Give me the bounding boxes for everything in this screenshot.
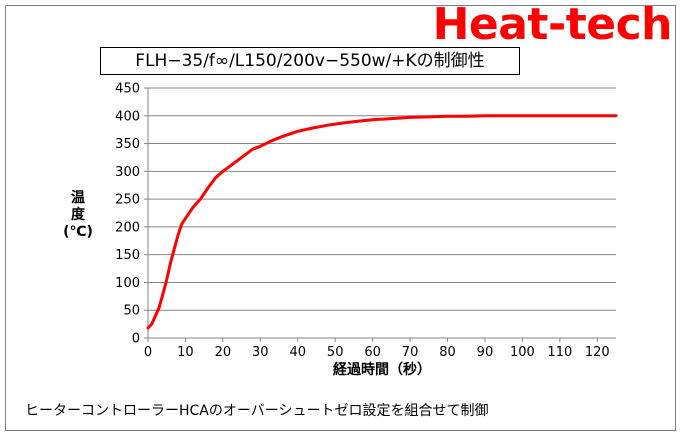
y-tick-label: 100	[115, 276, 140, 291]
x-tick-label: 90	[477, 345, 494, 360]
series-line	[146, 114, 618, 330]
x-tick-label: 120	[585, 345, 610, 360]
x-tick-label: 20	[215, 345, 232, 360]
y-tick-label: 200	[115, 220, 140, 235]
chart-frame	[5, 5, 676, 431]
x-tick-label: 80	[439, 345, 456, 360]
y-tick-label: 150	[115, 248, 140, 263]
x-tick-label: 40	[289, 345, 306, 360]
y-tick-label: 0	[132, 332, 140, 347]
axes	[147, 88, 616, 339]
y-tick-label: 400	[115, 109, 140, 124]
x-axis-label: 経過時間（秒）	[333, 361, 431, 378]
y-tick-label: 450	[115, 82, 140, 97]
y-axis-label: 温度(℃)	[63, 190, 93, 240]
x-tick-label: 50	[327, 345, 344, 360]
y-axis-label-line: 温	[71, 190, 85, 206]
x-tick-label: 70	[402, 345, 419, 360]
y-tick-label: 350	[115, 137, 140, 152]
y-tick-label: 300	[115, 165, 140, 180]
x-tick-labels: 0 10 20 30 40 50 60 70 80 90 100 110 120	[144, 338, 610, 360]
y-axis-label-line: (℃)	[63, 224, 93, 240]
x-tick-label: 100	[510, 345, 535, 360]
y-axis-label-line: 度	[71, 206, 86, 223]
x-tick-label: 110	[547, 345, 572, 360]
chart-title: FLH−35/f∞/L150/200v−550w/+Kの制御性	[100, 47, 520, 75]
y-tick-label: 50	[123, 304, 140, 319]
x-tick-label: 60	[364, 345, 381, 360]
x-tick-label: 10	[177, 345, 194, 360]
x-tick-label: 0	[144, 345, 152, 360]
gridlines	[148, 87, 616, 311]
x-tick-label: 30	[252, 345, 269, 360]
brand-logo-text: Heat-tech	[432, 0, 673, 50]
y-tick-label: 250	[115, 193, 140, 208]
y-tick-labels: 0 50 100 150 200 250 300 350 400 450	[115, 82, 148, 347]
series-layer	[146, 114, 618, 330]
footer-note: ヒーターコントローラーHCAのオーバーシュートゼロ設定を組合せて制御	[25, 403, 489, 419]
